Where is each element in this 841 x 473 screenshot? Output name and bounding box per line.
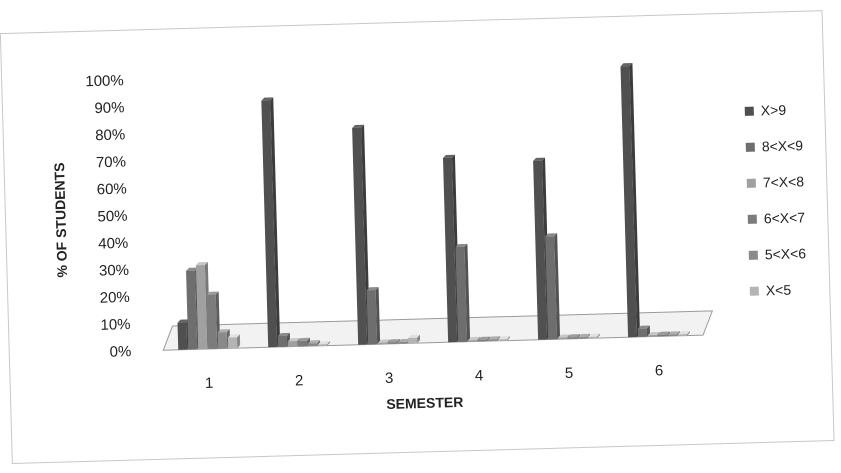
legend-swatch xyxy=(745,107,754,116)
bar-front xyxy=(558,337,567,339)
bar-front xyxy=(378,342,387,344)
legend-swatch xyxy=(750,287,759,296)
bar-front xyxy=(207,295,218,349)
y-tick-label: 90% xyxy=(94,99,124,117)
bar-front xyxy=(288,341,297,347)
y-tick-label: 70% xyxy=(96,153,126,171)
x-tick-label: 1 xyxy=(205,375,214,392)
y-tick-label: 40% xyxy=(98,235,128,253)
bar-front xyxy=(408,338,417,344)
legend-label: 8<X<9 xyxy=(762,137,804,154)
bar-front xyxy=(648,335,657,337)
bar-front xyxy=(478,340,487,342)
x-tick-label: 6 xyxy=(655,362,664,379)
bar-front xyxy=(678,334,687,336)
x-tick-label: 2 xyxy=(295,372,304,389)
y-tick-label: 0% xyxy=(109,343,131,361)
bar-front xyxy=(498,339,507,341)
x-tick-label: 3 xyxy=(385,370,394,387)
y-tick-label: 80% xyxy=(95,126,125,144)
legend-swatch xyxy=(747,179,756,188)
y-tick-label: 100% xyxy=(85,72,124,90)
bar-front xyxy=(578,337,587,339)
y-axis-title: % OF STUDENTS xyxy=(51,162,70,278)
bar-front xyxy=(568,337,577,339)
bar-front xyxy=(228,337,237,348)
y-tick-label: 20% xyxy=(100,289,130,307)
bar-front xyxy=(177,322,187,349)
legend-label: 5<X<6 xyxy=(765,245,807,262)
bar-front xyxy=(367,290,378,344)
bar-front xyxy=(308,343,317,346)
bar-front xyxy=(388,342,397,344)
bar-front xyxy=(658,335,667,337)
y-tick-label: 30% xyxy=(99,262,129,280)
bar-front xyxy=(278,336,287,347)
legend-swatch xyxy=(748,215,757,224)
bar-front xyxy=(588,337,597,339)
bar-front xyxy=(398,342,407,344)
x-tick-label: 4 xyxy=(475,367,484,384)
y-tick-label: 60% xyxy=(96,181,126,199)
legend-swatch xyxy=(749,251,758,260)
x-axis-title: SEMESTER xyxy=(386,394,463,412)
legend-label: X>9 xyxy=(761,102,787,119)
bar-front xyxy=(298,341,307,347)
legend-label: 7<X<8 xyxy=(763,173,805,190)
legend-label: X<5 xyxy=(766,282,792,299)
bar-front xyxy=(638,329,647,337)
x-tick-label: 5 xyxy=(565,365,574,382)
legend-label: 6<X<7 xyxy=(764,209,806,226)
bar-front xyxy=(488,339,497,341)
bar-front xyxy=(468,340,477,342)
bar-front xyxy=(218,332,227,349)
bar xyxy=(228,334,240,348)
bar-front xyxy=(668,334,677,336)
legend-swatch xyxy=(746,143,755,152)
bar-front xyxy=(318,344,327,346)
y-tick-label: 50% xyxy=(97,208,127,226)
y-tick-label: 10% xyxy=(100,316,130,334)
bar xyxy=(367,287,381,345)
